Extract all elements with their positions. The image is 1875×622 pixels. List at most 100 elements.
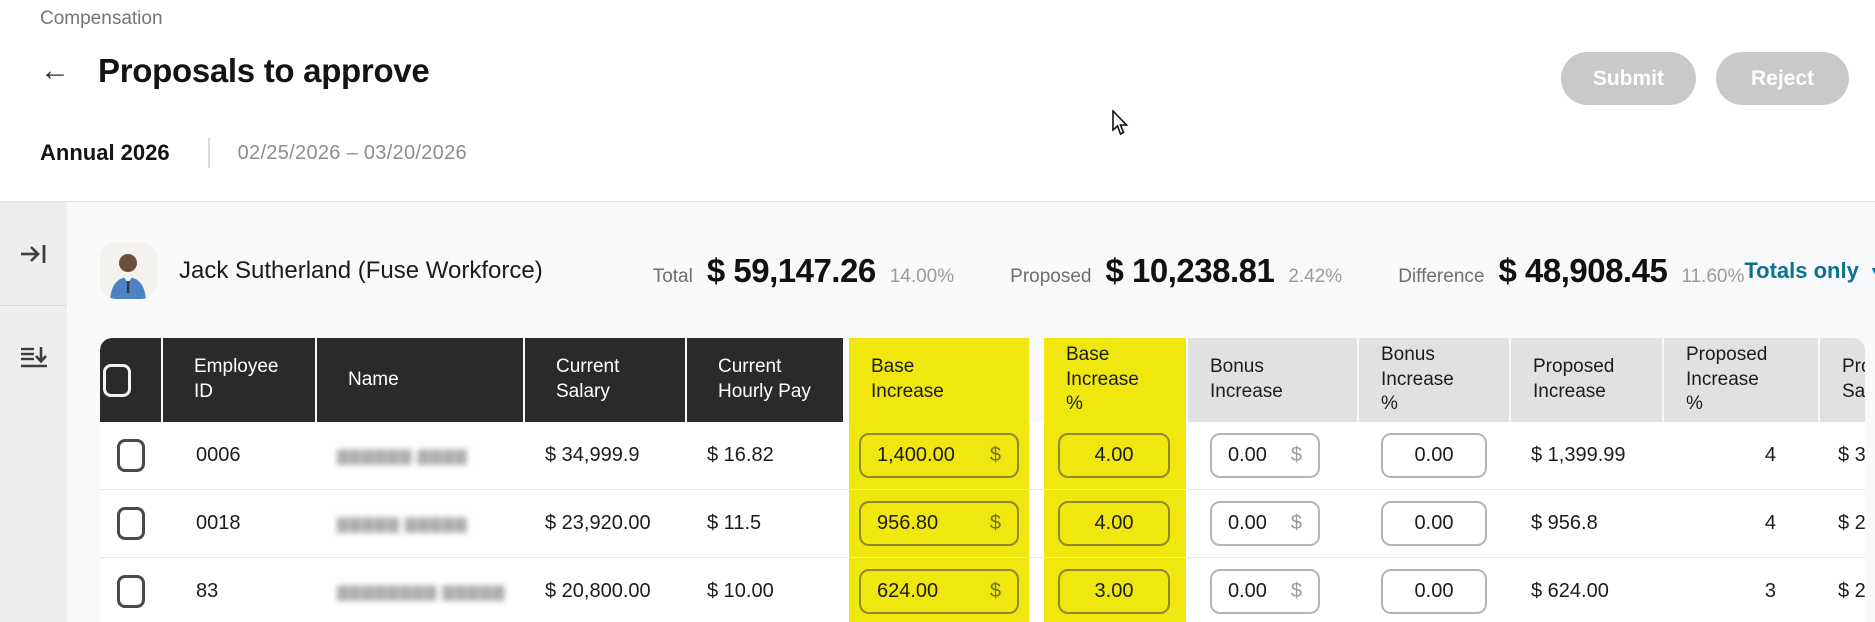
cycle-date-range: 02/25/2026 – 03/20/2026: [237, 141, 467, 164]
table-row: 0018 ▇▇▇▇▇ ▇▇▇▇▇ $ 23,920.00 $ 11.5 956.…: [100, 490, 1865, 558]
proposals-table: Employee ID Name Current Salary Current …: [100, 338, 1865, 622]
back-arrow-icon[interactable]: ←: [40, 54, 70, 87]
header-base-increase-pct[interactable]: Base Increase %: [1044, 338, 1186, 422]
total-percent: 14.00%: [889, 265, 955, 287]
column-gap: [1029, 338, 1044, 422]
base-increase-value: 624.00: [877, 580, 939, 602]
redacted-name: ▇▇▇▇▇ ▇▇▇▇▇: [337, 515, 468, 533]
bonus-increase-cell: 0.00 $: [1186, 558, 1357, 622]
employee-id-cell: 0018: [196, 512, 241, 534]
breadcrumb: Compensation: [40, 8, 163, 29]
header-employee-id[interactable]: Employee ID: [161, 338, 315, 422]
bonus-increase-pct-input[interactable]: 0.00: [1381, 433, 1487, 478]
bonus-increase-input[interactable]: 0.00 $: [1210, 433, 1320, 478]
proposed-increase-cell: $ 1,399.99: [1531, 444, 1626, 466]
proposed-increase-cell: $ 956.8: [1531, 512, 1598, 534]
base-increase-pct-cell: 4.00: [1044, 490, 1186, 557]
base-increase-input[interactable]: 956.80 $: [859, 501, 1019, 546]
collapse-panel-button[interactable]: [0, 202, 67, 305]
table-row: 0006 ▇▇▇▇▇▇ ▇▇▇▇ $ 34,999.9 $ 16.82 1,40…: [100, 422, 1865, 490]
base-increase-pct-input[interactable]: 4.00: [1058, 501, 1170, 546]
row-checkbox[interactable]: [116, 507, 145, 540]
header-name[interactable]: Name: [315, 338, 523, 422]
submit-button[interactable]: Submit: [1560, 52, 1696, 105]
currency-suffix: $: [1290, 580, 1302, 602]
base-increase-cell: 624.00 $: [849, 558, 1029, 622]
header-bonus-increase-pct[interactable]: Bonus Increase %: [1357, 338, 1509, 422]
redacted-name: ▇▇▇▇▇▇ ▇▇▇▇: [337, 447, 468, 465]
approver-name: Jack Sutherland (Fuse Workforce): [179, 256, 543, 284]
bonus-increase-input[interactable]: 0.00 $: [1210, 501, 1320, 546]
proposed-increase-pct-cell: 4: [1764, 512, 1776, 534]
currency-suffix: $: [1290, 512, 1302, 534]
totals-only-label: Totals only: [1744, 257, 1859, 283]
bonus-increase-value: 0.00: [1228, 580, 1267, 602]
reject-button[interactable]: Reject: [1716, 52, 1849, 105]
totals-only-dropdown[interactable]: Totals only ▼: [1744, 258, 1875, 284]
header-select-all: [100, 338, 161, 422]
header-bonus-increase[interactable]: Bonus Increase: [1186, 338, 1357, 422]
base-increase-pct-cell: 3.00: [1044, 558, 1186, 622]
header-proposed-increase-pct[interactable]: Proposed Increase %: [1662, 338, 1818, 422]
bonus-increase-pct-cell: 0.00: [1357, 490, 1509, 557]
currency-suffix: $: [989, 580, 1001, 602]
toolbar-divider: [0, 305, 67, 306]
header-divider: [0, 201, 1875, 202]
row-checkbox[interactable]: [116, 575, 145, 608]
export-list-button[interactable]: [0, 306, 67, 409]
base-increase-value: 956.80: [877, 512, 939, 534]
base-increase-pct-input[interactable]: 3.00: [1058, 569, 1170, 614]
base-increase-input[interactable]: 1,400.00 $: [859, 433, 1019, 478]
employee-id-cell: 0006: [196, 444, 241, 466]
select-all-checkbox[interactable]: [102, 363, 131, 397]
vertical-divider: [207, 138, 210, 168]
header-proposed-salary[interactable]: Proposed Salary: [1818, 338, 1865, 422]
main-panel: Jack Sutherland (Fuse Workforce) Total $…: [67, 202, 1875, 622]
column-gap: [1029, 558, 1044, 622]
collapse-panel-icon: [20, 244, 45, 263]
proposed-percent: 2.42%: [1288, 265, 1343, 287]
column-gap: [1029, 422, 1044, 489]
bonus-increase-pct-input[interactable]: 0.00: [1381, 569, 1487, 614]
bonus-increase-input[interactable]: 0.00 $: [1210, 569, 1320, 614]
currency-suffix: $: [1290, 444, 1302, 466]
bonus-increase-pct-cell: 0.00: [1357, 558, 1509, 622]
header-actions: Submit Reject: [1560, 52, 1849, 105]
header-current-salary[interactable]: Current Salary: [523, 338, 685, 422]
row-select-cell: [100, 422, 161, 489]
table-row: 83 ▇▇▇▇▇▇▇▇ ▇▇▇▇▇ $ 20,800.00 $ 10.00 62…: [100, 558, 1865, 622]
proposed-salary-cell: $ 2: [1838, 512, 1865, 534]
page-header: Compensation ← Proposals to approve Subm…: [0, 0, 1875, 202]
current-salary-cell: $ 23,920.00: [545, 512, 651, 534]
employee-name-cell: ▇▇▇▇▇▇▇▇ ▇▇▇▇▇: [315, 558, 523, 622]
row-select-cell: [100, 490, 161, 557]
header-proposed-increase[interactable]: Proposed Increase: [1509, 338, 1662, 422]
base-increase-input[interactable]: 624.00 $: [859, 569, 1019, 614]
base-increase-cell: 956.80 $: [849, 490, 1029, 557]
base-increase-pct-value: 4.00: [1094, 512, 1134, 534]
current-hourly-pay-cell: $ 10.00: [707, 580, 774, 602]
total-label: Total: [652, 265, 693, 287]
bonus-increase-pct-value: 0.00: [1414, 444, 1454, 466]
base-increase-pct-value: 4.00: [1094, 444, 1134, 466]
base-increase-pct-input[interactable]: 4.00: [1058, 433, 1170, 478]
employee-name-cell: ▇▇▇▇▇ ▇▇▇▇▇: [315, 490, 523, 557]
header-base-increase[interactable]: Base Increase: [849, 338, 1029, 422]
difference-amount: $ 48,908.45: [1498, 251, 1668, 289]
base-increase-cell: 1,400.00 $: [849, 422, 1029, 489]
current-salary-cell: $ 20,800.00: [545, 580, 651, 602]
proposed-salary-cell: $ 2: [1838, 580, 1865, 602]
bonus-increase-cell: 0.00 $: [1186, 422, 1357, 489]
table-header-row: Employee ID Name Current Salary Current …: [100, 338, 1865, 422]
proposed-label: Proposed: [1010, 265, 1092, 287]
base-increase-value: 1,400.00: [877, 444, 955, 466]
currency-suffix: $: [989, 444, 1001, 466]
mouse-cursor: [1112, 110, 1129, 136]
difference-percent: 11.60%: [1681, 265, 1745, 287]
header-current-hourly-pay[interactable]: Current Hourly Pay: [685, 338, 843, 422]
chevron-down-icon: ▼: [1869, 263, 1875, 279]
row-checkbox[interactable]: [116, 439, 145, 472]
bonus-increase-pct-input[interactable]: 0.00: [1381, 501, 1487, 546]
bonus-increase-pct-value: 0.00: [1414, 512, 1454, 534]
base-increase-pct-cell: 4.00: [1044, 422, 1186, 489]
